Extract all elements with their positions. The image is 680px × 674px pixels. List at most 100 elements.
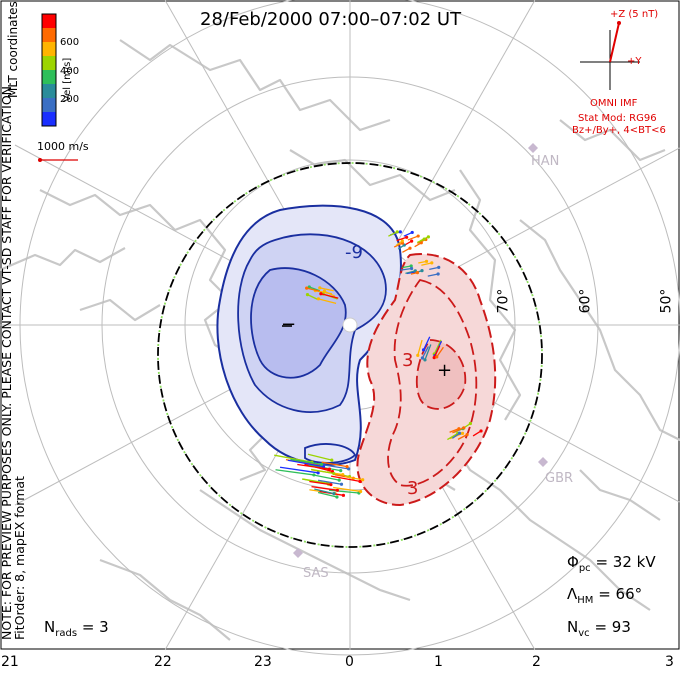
velocity-vector xyxy=(314,488,335,495)
velocity-vector-origin xyxy=(415,271,420,275)
velocity-vector-origin xyxy=(479,429,483,433)
lat-label-50: 50° xyxy=(658,288,675,314)
velocity-vector xyxy=(407,235,419,241)
colorbar-segment xyxy=(42,112,56,127)
velocity-vector xyxy=(433,345,441,358)
vector-count: Nvc = 93 xyxy=(567,618,631,639)
velocity-vector xyxy=(319,287,334,292)
velocity-vector xyxy=(405,270,416,274)
velocity-vectors xyxy=(274,230,483,499)
colorbar-segment xyxy=(42,84,56,99)
colorbar-segment xyxy=(42,98,56,113)
station-han: HAN xyxy=(531,154,560,169)
velocity-vector-origin xyxy=(436,272,440,276)
velocity-vector-origin xyxy=(421,348,426,352)
hm-latitude: ΛHM = 66° xyxy=(567,585,642,606)
positive-center-label: + xyxy=(437,360,453,381)
velocity-vector xyxy=(321,461,348,468)
velocity-vector xyxy=(422,336,431,351)
lambda-symbol: Λ xyxy=(567,585,578,603)
colorbar-segment xyxy=(42,56,56,71)
velocity-vector xyxy=(307,294,318,300)
velocity-vector-origin xyxy=(305,286,309,290)
velocity-vector xyxy=(302,478,328,484)
velocity-vector-origin xyxy=(307,285,311,289)
velocity-vector xyxy=(319,463,349,470)
velocity-vector-origin xyxy=(468,421,473,426)
velocity-vector-origin xyxy=(341,493,346,497)
scale-vector xyxy=(38,158,78,162)
mlt-tick-1: 1 xyxy=(434,654,443,670)
velocity-vector xyxy=(309,480,331,486)
velocity-vector-origin xyxy=(413,269,417,273)
velocity-vector-origin xyxy=(318,286,322,290)
velocity-vector xyxy=(344,476,363,481)
velocity-vector-origin xyxy=(405,235,409,239)
velocity-vector-origin xyxy=(423,358,427,362)
velocity-vector-origin xyxy=(422,237,426,241)
velocity-vector-origin xyxy=(347,467,351,471)
velocity-vector xyxy=(311,468,334,475)
lat-label-60: 60° xyxy=(577,288,594,314)
velocity-vector-origin xyxy=(322,289,327,293)
velocity-vector xyxy=(436,346,444,358)
velocity-vector-origin xyxy=(339,469,343,473)
velocity-vector-origin xyxy=(416,353,420,357)
velocity-vector-origin xyxy=(341,472,345,477)
colorbar-segment xyxy=(42,42,56,57)
velocity-vector xyxy=(324,290,336,297)
phi-value: = 32 kV xyxy=(595,553,656,571)
velocity-vector xyxy=(424,344,432,361)
contour-label-3b: 3 xyxy=(407,478,419,499)
mlt-tick-3: 3 xyxy=(665,654,674,670)
pole-marker xyxy=(342,317,358,333)
velocity-vector-origin xyxy=(460,431,465,435)
velocity-vector-origin xyxy=(420,356,424,360)
nvc-value: = 93 xyxy=(594,618,631,636)
colorbar-tick-600: 600 xyxy=(60,37,80,48)
lambda-value: = 66° xyxy=(598,585,643,603)
velocity-vector-origin xyxy=(420,269,424,273)
velocity-vector-origin xyxy=(327,467,332,471)
radar-count: Nrads = 3 xyxy=(44,618,109,639)
velocity-vector-origin xyxy=(316,471,320,475)
velocity-vector xyxy=(311,485,338,491)
station-sas: SAS xyxy=(303,566,329,581)
velocity-vector-origin xyxy=(345,464,349,469)
colorbar-segment xyxy=(42,70,56,85)
negative-potential-cell xyxy=(216,204,402,466)
cross-polar-potential: Φpc = 32 kV xyxy=(567,553,656,574)
preview-note: NOTE: FOR PREVIEW PURPOSES ONLY. PLEASE … xyxy=(0,40,30,640)
mlt-tick-0: 0 xyxy=(345,654,354,670)
colorbar-segment xyxy=(42,28,56,43)
imf-y-label: +Y xyxy=(627,56,642,67)
velocity-vector xyxy=(396,236,407,242)
mlt-tick-22: 22 xyxy=(154,654,172,670)
contour-label-3a: 3 xyxy=(402,350,414,371)
velocity-vector-origin xyxy=(419,241,423,245)
velocity-vector-origin xyxy=(319,292,323,296)
velocity-vector xyxy=(290,458,322,465)
velocity-vector-origin xyxy=(430,261,434,265)
velocity-vector-origin xyxy=(457,431,462,435)
velocity-vector-origin xyxy=(409,266,414,271)
velocity-vector-origin xyxy=(410,230,414,235)
velocity-vector-origin xyxy=(321,465,326,469)
velocity-vector xyxy=(429,266,439,270)
velocity-vector xyxy=(421,346,429,359)
velocity-vector-origin xyxy=(359,489,363,494)
velocity-vector-origin xyxy=(330,458,334,462)
velocity-vector-origin xyxy=(332,492,336,496)
velocity-vector-origin xyxy=(398,230,402,234)
velocity-vector-origin xyxy=(329,482,333,487)
negative-center-label: − xyxy=(281,314,297,335)
velocity-vector xyxy=(297,463,330,470)
lat-label-70: 70° xyxy=(495,288,512,314)
velocity-vector-origin xyxy=(339,482,344,486)
velocity-vector xyxy=(320,293,339,299)
nvc-subscript: vc xyxy=(578,628,590,639)
velocity-vector xyxy=(307,453,332,461)
velocity-vector-origin xyxy=(462,426,466,430)
velocity-vector-origin xyxy=(410,239,414,243)
